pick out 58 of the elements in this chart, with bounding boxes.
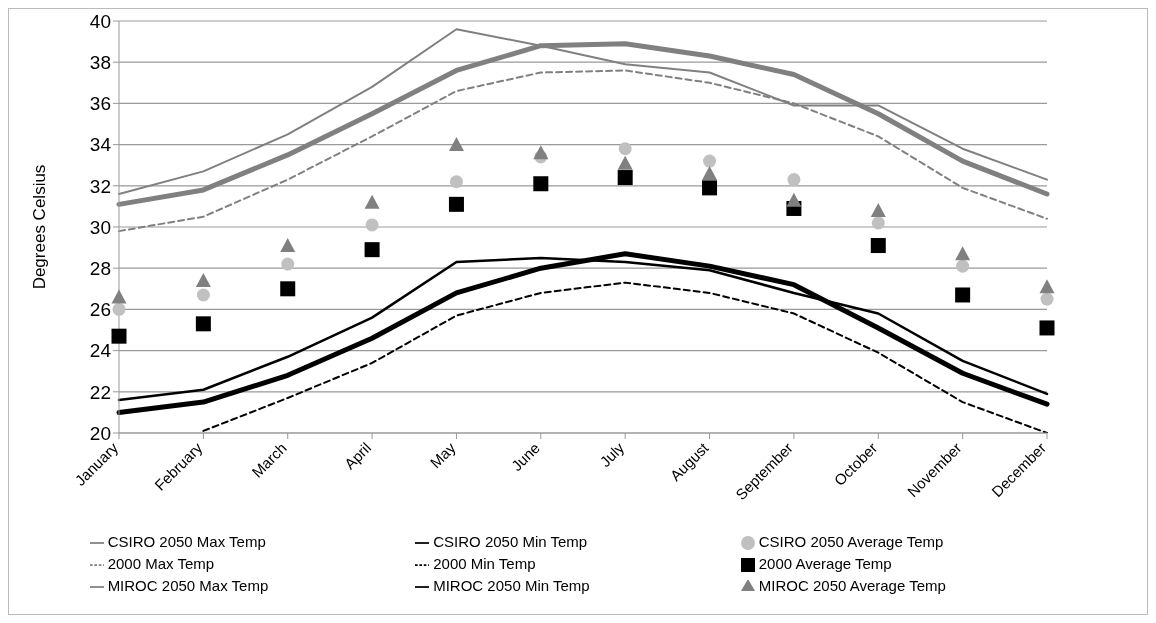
legend-label: 2000 Max Temp <box>107 555 215 572</box>
point <box>956 259 970 273</box>
y-tick-label: 26 <box>89 299 111 321</box>
y-tick-label: 34 <box>89 134 112 156</box>
point <box>1039 320 1055 336</box>
point <box>703 154 717 168</box>
point <box>870 238 886 254</box>
point <box>533 145 549 160</box>
point <box>195 316 211 332</box>
y-tick-label: 38 <box>89 51 111 73</box>
y-tick-label: 24 <box>89 340 112 362</box>
point <box>786 192 802 207</box>
y-tick-label: 30 <box>89 216 111 238</box>
point <box>281 257 295 271</box>
y-tick-label: 28 <box>89 257 111 279</box>
point <box>870 203 886 218</box>
y-tick-label: 22 <box>89 381 111 403</box>
legend-label: MIROC 2050 Max Temp <box>107 577 269 594</box>
point <box>448 137 464 152</box>
point <box>195 273 211 288</box>
point <box>955 287 971 303</box>
point <box>533 176 549 192</box>
point <box>449 175 463 189</box>
legend-label: 2000 Average Temp <box>758 555 892 572</box>
y-tick-label: 32 <box>89 175 111 197</box>
point <box>111 328 127 344</box>
point <box>365 218 379 232</box>
y-tick-label: 40 <box>89 10 111 32</box>
point <box>112 302 126 316</box>
x-tick-label: July <box>596 438 628 470</box>
point <box>448 196 464 212</box>
y-tick-label: 36 <box>89 93 111 115</box>
point <box>618 142 632 156</box>
point <box>871 216 885 230</box>
legend-label: MIROC 2050 Min Temp <box>433 577 590 594</box>
legend-label: CSIRO 2050 Max Temp <box>107 533 266 550</box>
x-tick-label: May <box>426 438 459 472</box>
point <box>702 180 718 196</box>
y-tick-label: 20 <box>89 422 111 444</box>
y-axis-title: Degrees Celsius <box>30 164 50 290</box>
legend-label: CSIRO 2050 Min Temp <box>433 533 588 550</box>
point <box>702 165 718 180</box>
point <box>196 288 210 302</box>
point <box>111 289 127 304</box>
point <box>364 194 380 209</box>
line-series <box>202 281 1048 433</box>
point <box>787 173 801 187</box>
point <box>1040 292 1054 306</box>
point <box>280 238 296 253</box>
point <box>1039 279 1055 294</box>
legend-label: MIROC 2050 Average Temp <box>758 577 946 594</box>
point <box>617 170 633 186</box>
legend-label: 2000 Min Temp <box>433 555 536 572</box>
point <box>364 242 380 258</box>
point <box>280 281 296 297</box>
point <box>955 246 971 261</box>
legend-label: CSIRO 2050 Average Temp <box>758 533 944 550</box>
point <box>617 155 633 170</box>
